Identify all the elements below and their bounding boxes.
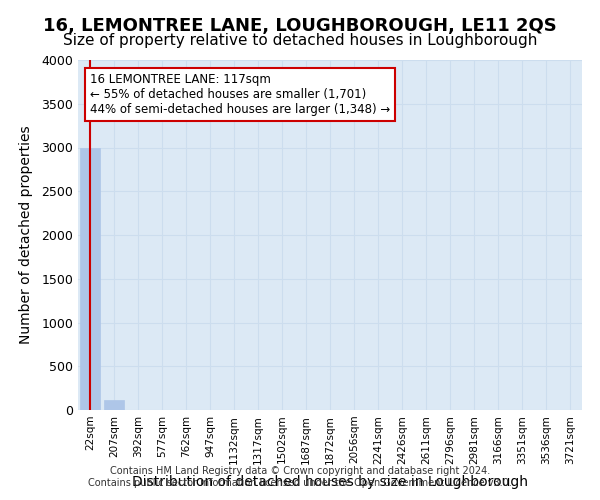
X-axis label: Distribution of detached houses by size in Loughborough: Distribution of detached houses by size … (132, 474, 528, 488)
Bar (104, 400, 124, 410)
Bar (80, 148, 100, 410)
Y-axis label: Number of detached properties: Number of detached properties (19, 126, 33, 344)
Text: 16 LEMONTREE LANE: 117sqm
← 55% of detached houses are smaller (1,701)
44% of se: 16 LEMONTREE LANE: 117sqm ← 55% of detac… (90, 73, 390, 116)
Text: Contains HM Land Registry data © Crown copyright and database right 2024.
Contai: Contains HM Land Registry data © Crown c… (88, 466, 512, 487)
Text: 16, LEMONTREE LANE, LOUGHBOROUGH, LE11 2QS: 16, LEMONTREE LANE, LOUGHBOROUGH, LE11 2… (43, 18, 557, 36)
Text: Size of property relative to detached houses in Loughborough: Size of property relative to detached ho… (63, 32, 537, 48)
